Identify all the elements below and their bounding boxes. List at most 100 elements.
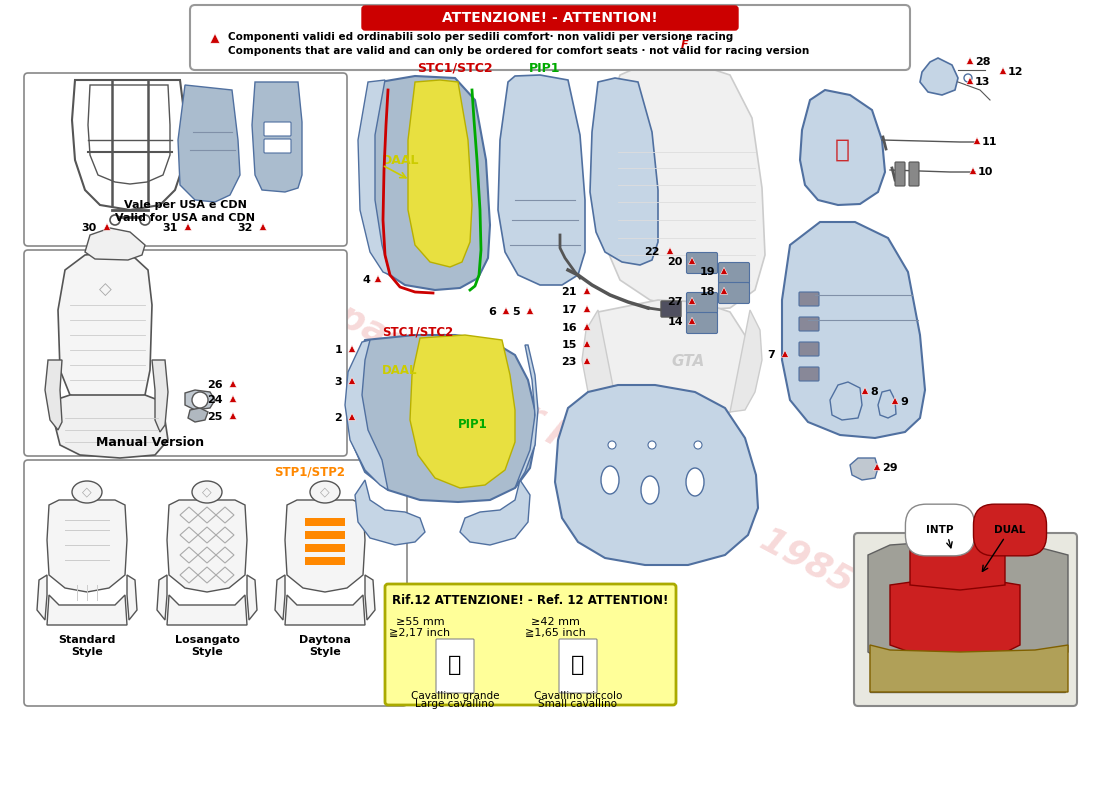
Text: 🐴: 🐴	[571, 655, 585, 675]
Text: Componenti validi ed ordinabili solo per sedili comfort· non validi per versione: Componenti validi ed ordinabili solo per…	[228, 32, 734, 42]
Text: 12: 12	[1008, 67, 1023, 77]
FancyBboxPatch shape	[24, 73, 346, 246]
Text: Small cavallino: Small cavallino	[539, 699, 617, 709]
FancyBboxPatch shape	[264, 122, 292, 136]
Polygon shape	[503, 307, 509, 314]
Text: ≧1,65 inch: ≧1,65 inch	[525, 628, 585, 638]
Polygon shape	[689, 297, 695, 304]
Text: 18: 18	[700, 287, 715, 297]
Polygon shape	[55, 395, 168, 458]
Polygon shape	[582, 310, 618, 412]
FancyBboxPatch shape	[799, 367, 820, 381]
Text: Components that are valid and can only be ordered for comfort seats · not valid : Components that are valid and can only b…	[228, 46, 810, 56]
Text: 7: 7	[768, 350, 776, 360]
Polygon shape	[830, 382, 862, 420]
Bar	[305, 544, 345, 552]
Polygon shape	[355, 480, 425, 545]
Polygon shape	[498, 75, 585, 285]
Polygon shape	[720, 287, 727, 294]
Polygon shape	[260, 223, 266, 230]
FancyBboxPatch shape	[909, 162, 918, 186]
FancyBboxPatch shape	[799, 292, 820, 306]
Polygon shape	[590, 300, 752, 418]
Polygon shape	[365, 575, 375, 620]
Polygon shape	[58, 252, 152, 402]
Text: Cavallino grande: Cavallino grande	[410, 691, 499, 701]
FancyBboxPatch shape	[559, 639, 597, 693]
FancyBboxPatch shape	[686, 313, 717, 334]
Polygon shape	[515, 345, 538, 488]
Polygon shape	[583, 340, 591, 347]
Polygon shape	[45, 360, 62, 430]
Text: 30: 30	[81, 223, 97, 233]
Polygon shape	[730, 310, 762, 412]
Text: 25: 25	[208, 412, 223, 422]
Text: Valid for USA and CDN: Valid for USA and CDN	[116, 213, 255, 223]
Text: STP1/STP2: STP1/STP2	[275, 466, 345, 478]
Polygon shape	[275, 575, 285, 620]
Polygon shape	[285, 500, 365, 592]
Polygon shape	[103, 223, 111, 230]
Text: 8: 8	[870, 387, 878, 397]
Text: GTA: GTA	[671, 354, 705, 370]
FancyBboxPatch shape	[686, 253, 717, 274]
FancyBboxPatch shape	[362, 6, 738, 30]
FancyBboxPatch shape	[686, 293, 717, 314]
Ellipse shape	[601, 466, 619, 494]
Text: 23: 23	[562, 357, 578, 367]
Polygon shape	[358, 80, 390, 275]
Text: ≥55 mm: ≥55 mm	[396, 617, 444, 627]
Polygon shape	[348, 335, 535, 502]
Polygon shape	[870, 645, 1068, 692]
Text: Losangato: Losangato	[175, 635, 240, 645]
Text: 🐴: 🐴	[449, 655, 462, 675]
Polygon shape	[890, 575, 1020, 658]
Polygon shape	[185, 390, 214, 410]
Text: 26: 26	[208, 380, 223, 390]
Polygon shape	[167, 595, 248, 625]
Polygon shape	[285, 595, 365, 625]
Polygon shape	[408, 80, 472, 267]
Text: a passion for parts since 1985: a passion for parts since 1985	[300, 281, 859, 599]
Polygon shape	[667, 247, 673, 254]
Text: ◇: ◇	[82, 486, 91, 498]
Text: Daytona: Daytona	[299, 635, 351, 645]
Polygon shape	[47, 595, 126, 625]
Text: 31: 31	[163, 223, 178, 233]
Text: F: F	[681, 40, 689, 50]
FancyBboxPatch shape	[24, 460, 407, 706]
Polygon shape	[868, 540, 1068, 670]
Polygon shape	[85, 228, 145, 260]
FancyBboxPatch shape	[661, 301, 681, 317]
Text: Style: Style	[191, 647, 223, 657]
Text: 29: 29	[882, 463, 898, 473]
Text: 19: 19	[700, 267, 715, 277]
Polygon shape	[583, 323, 591, 330]
Ellipse shape	[192, 481, 222, 503]
Bar	[305, 557, 345, 565]
FancyBboxPatch shape	[895, 162, 905, 186]
Ellipse shape	[686, 468, 704, 496]
Text: PIP1: PIP1	[529, 62, 561, 74]
Polygon shape	[230, 412, 236, 419]
Polygon shape	[910, 532, 1005, 590]
Text: 21: 21	[561, 287, 578, 297]
Text: 🐎: 🐎	[835, 138, 849, 162]
Polygon shape	[689, 258, 695, 264]
FancyBboxPatch shape	[436, 639, 474, 693]
Polygon shape	[689, 317, 695, 325]
Text: 1: 1	[334, 345, 342, 355]
Polygon shape	[967, 78, 974, 84]
Polygon shape	[349, 346, 355, 352]
Polygon shape	[248, 575, 257, 620]
Text: ≧2,17 inch: ≧2,17 inch	[389, 628, 451, 638]
Polygon shape	[600, 62, 764, 310]
Bar	[305, 518, 345, 526]
Text: Style: Style	[309, 647, 341, 657]
Text: 2: 2	[334, 413, 342, 423]
Text: ◇: ◇	[202, 486, 212, 498]
Polygon shape	[345, 340, 388, 490]
Polygon shape	[178, 85, 240, 202]
Polygon shape	[969, 167, 977, 174]
Text: 22: 22	[645, 247, 660, 257]
